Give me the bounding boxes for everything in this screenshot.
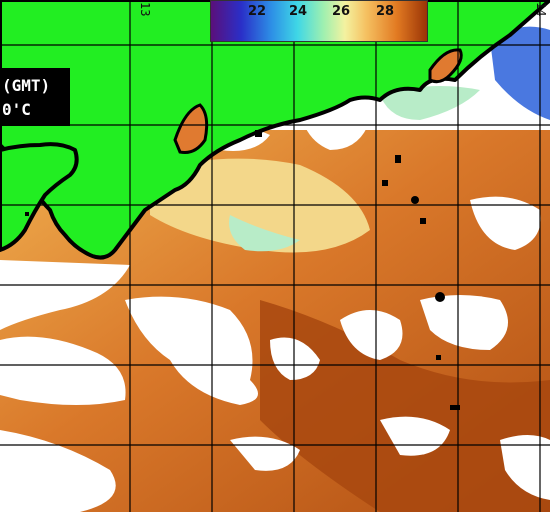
scale-tick-22: 22 — [247, 4, 267, 19]
scale-tick-24: 24 — [288, 4, 308, 19]
longitude-label-13: 13 — [138, 2, 152, 17]
islets — [25, 130, 460, 410]
sst-coastal-band-east — [380, 86, 480, 120]
land-shikoku — [0, 142, 79, 252]
land-small-island-1 — [173, 103, 209, 154]
info-box: (GMT) 0'C — [0, 68, 70, 126]
sst-coastal-band — [229, 215, 300, 252]
sst-warm-band — [260, 300, 550, 512]
land-small-island-2 — [428, 48, 463, 84]
scale-tick-28: 28 — [375, 4, 395, 19]
scale-tick-26: 26 — [331, 4, 351, 19]
land-honshu — [0, 0, 550, 260]
sst-cold-water — [490, 26, 550, 121]
info-temperature-label: 0'C — [2, 100, 31, 119]
longitude-label-14: 14 — [534, 2, 548, 17]
cloud-mask — [0, 106, 550, 512]
info-time-label: (GMT) — [2, 76, 51, 95]
temperature-color-scale: 22 24 26 28 — [210, 0, 428, 42]
